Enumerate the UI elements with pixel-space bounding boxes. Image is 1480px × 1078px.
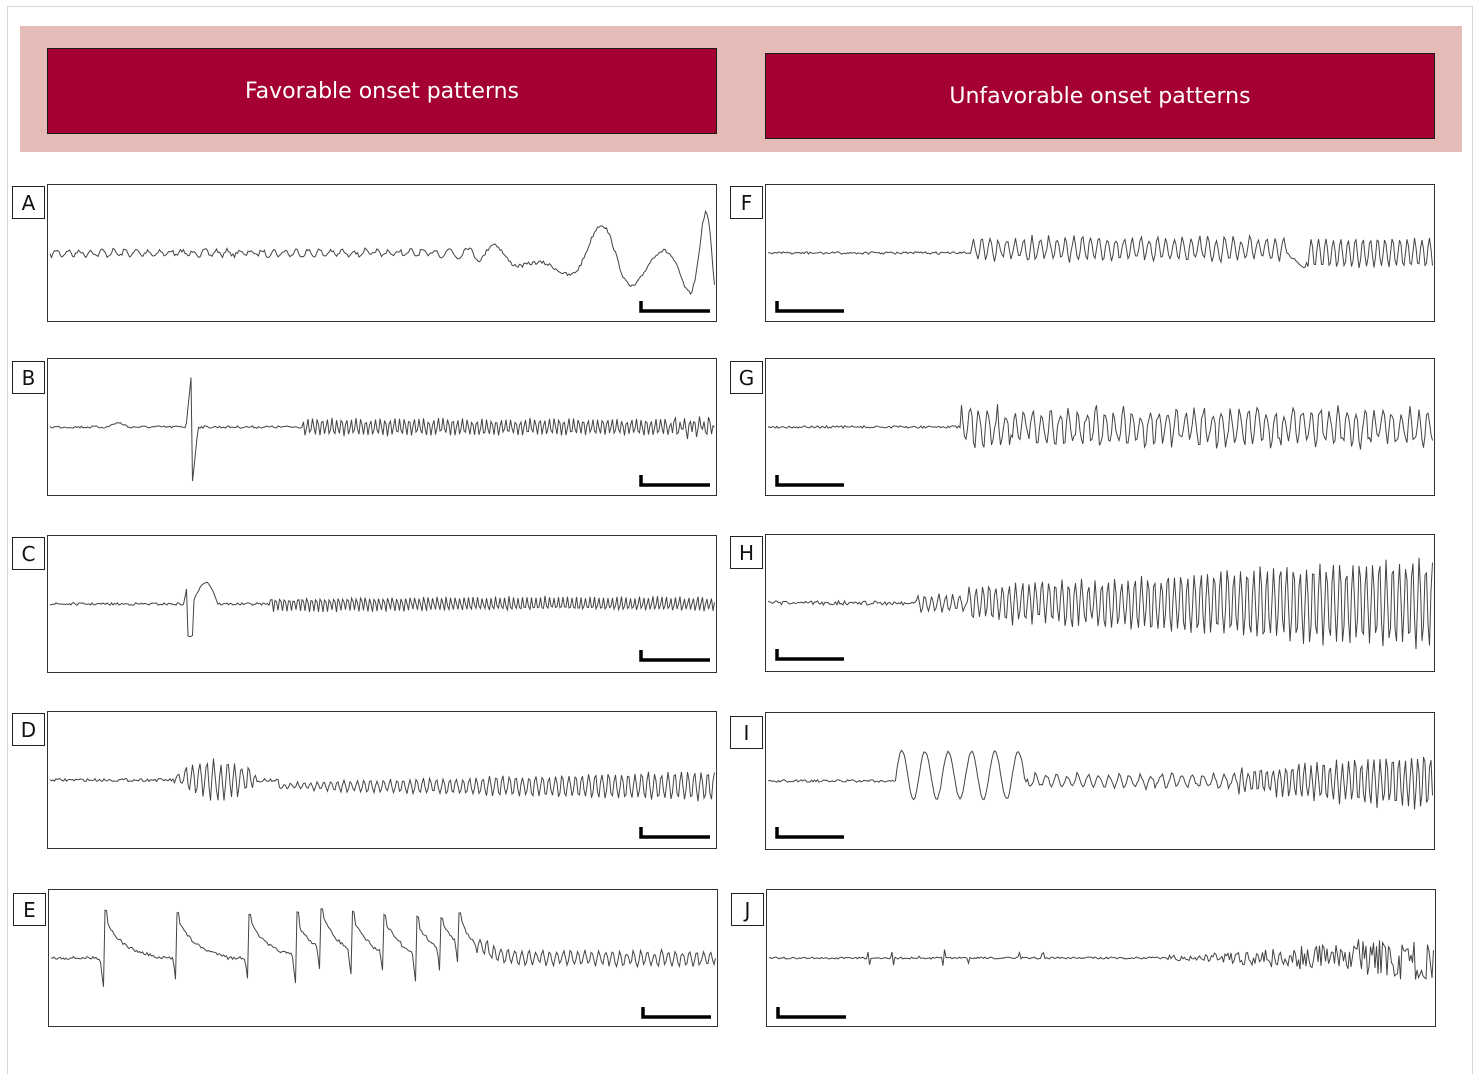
scale-bar-a <box>639 301 710 313</box>
panel-letter-c: C <box>12 537 45 570</box>
eeg-trace-h <box>767 557 1433 650</box>
eeg-panel-i <box>765 712 1435 850</box>
panel-letter-g: G <box>730 361 763 394</box>
favorable-header-label: Favorable onset patterns <box>244 78 520 104</box>
panel-letter-e: E <box>13 893 46 926</box>
eeg-panel-h <box>765 534 1435 672</box>
scale-bar-h <box>775 649 844 661</box>
eeg-panel-d <box>47 711 717 849</box>
unfavorable-header: Unfavorable onset patterns <box>765 53 1435 139</box>
panel-letter-b: B <box>12 361 45 394</box>
scale-bar-i <box>775 827 844 839</box>
scale-bar-f <box>775 301 844 313</box>
panel-letter-i: I <box>730 716 763 749</box>
eeg-trace-a <box>49 209 715 295</box>
scale-bar-g <box>775 475 844 487</box>
unfavorable-header-label: Unfavorable onset patterns <box>949 83 1251 109</box>
eeg-panel-e <box>48 889 718 1027</box>
eeg-panel-c <box>47 535 717 673</box>
scale-bar-e <box>641 1007 711 1019</box>
favorable-header: Favorable onset patterns <box>47 48 717 134</box>
eeg-panel-b <box>47 358 717 496</box>
eeg-trace-e <box>50 908 716 987</box>
scale-bar-d <box>639 827 710 839</box>
eeg-trace-g <box>767 404 1433 450</box>
eeg-trace-i <box>767 749 1433 810</box>
panel-letter-d: D <box>12 713 45 746</box>
eeg-trace-f <box>767 233 1433 269</box>
eeg-panel-f <box>765 184 1435 322</box>
eeg-panel-a <box>47 184 717 322</box>
eeg-trace-j <box>768 939 1434 980</box>
panel-letter-j: J <box>731 893 764 926</box>
panel-letter-a: A <box>12 186 45 219</box>
eeg-panel-j <box>766 889 1436 1027</box>
panel-letter-f: F <box>730 186 763 219</box>
scale-bar-j <box>776 1007 846 1019</box>
eeg-trace-c <box>49 581 715 638</box>
panel-letter-h: H <box>730 536 763 569</box>
eeg-trace-d <box>49 758 715 802</box>
eeg-panel-g <box>765 358 1435 496</box>
eeg-trace-b <box>49 377 715 482</box>
scale-bar-b <box>639 475 710 487</box>
figure-frame <box>7 6 1473 1074</box>
scale-bar-c <box>639 650 710 662</box>
